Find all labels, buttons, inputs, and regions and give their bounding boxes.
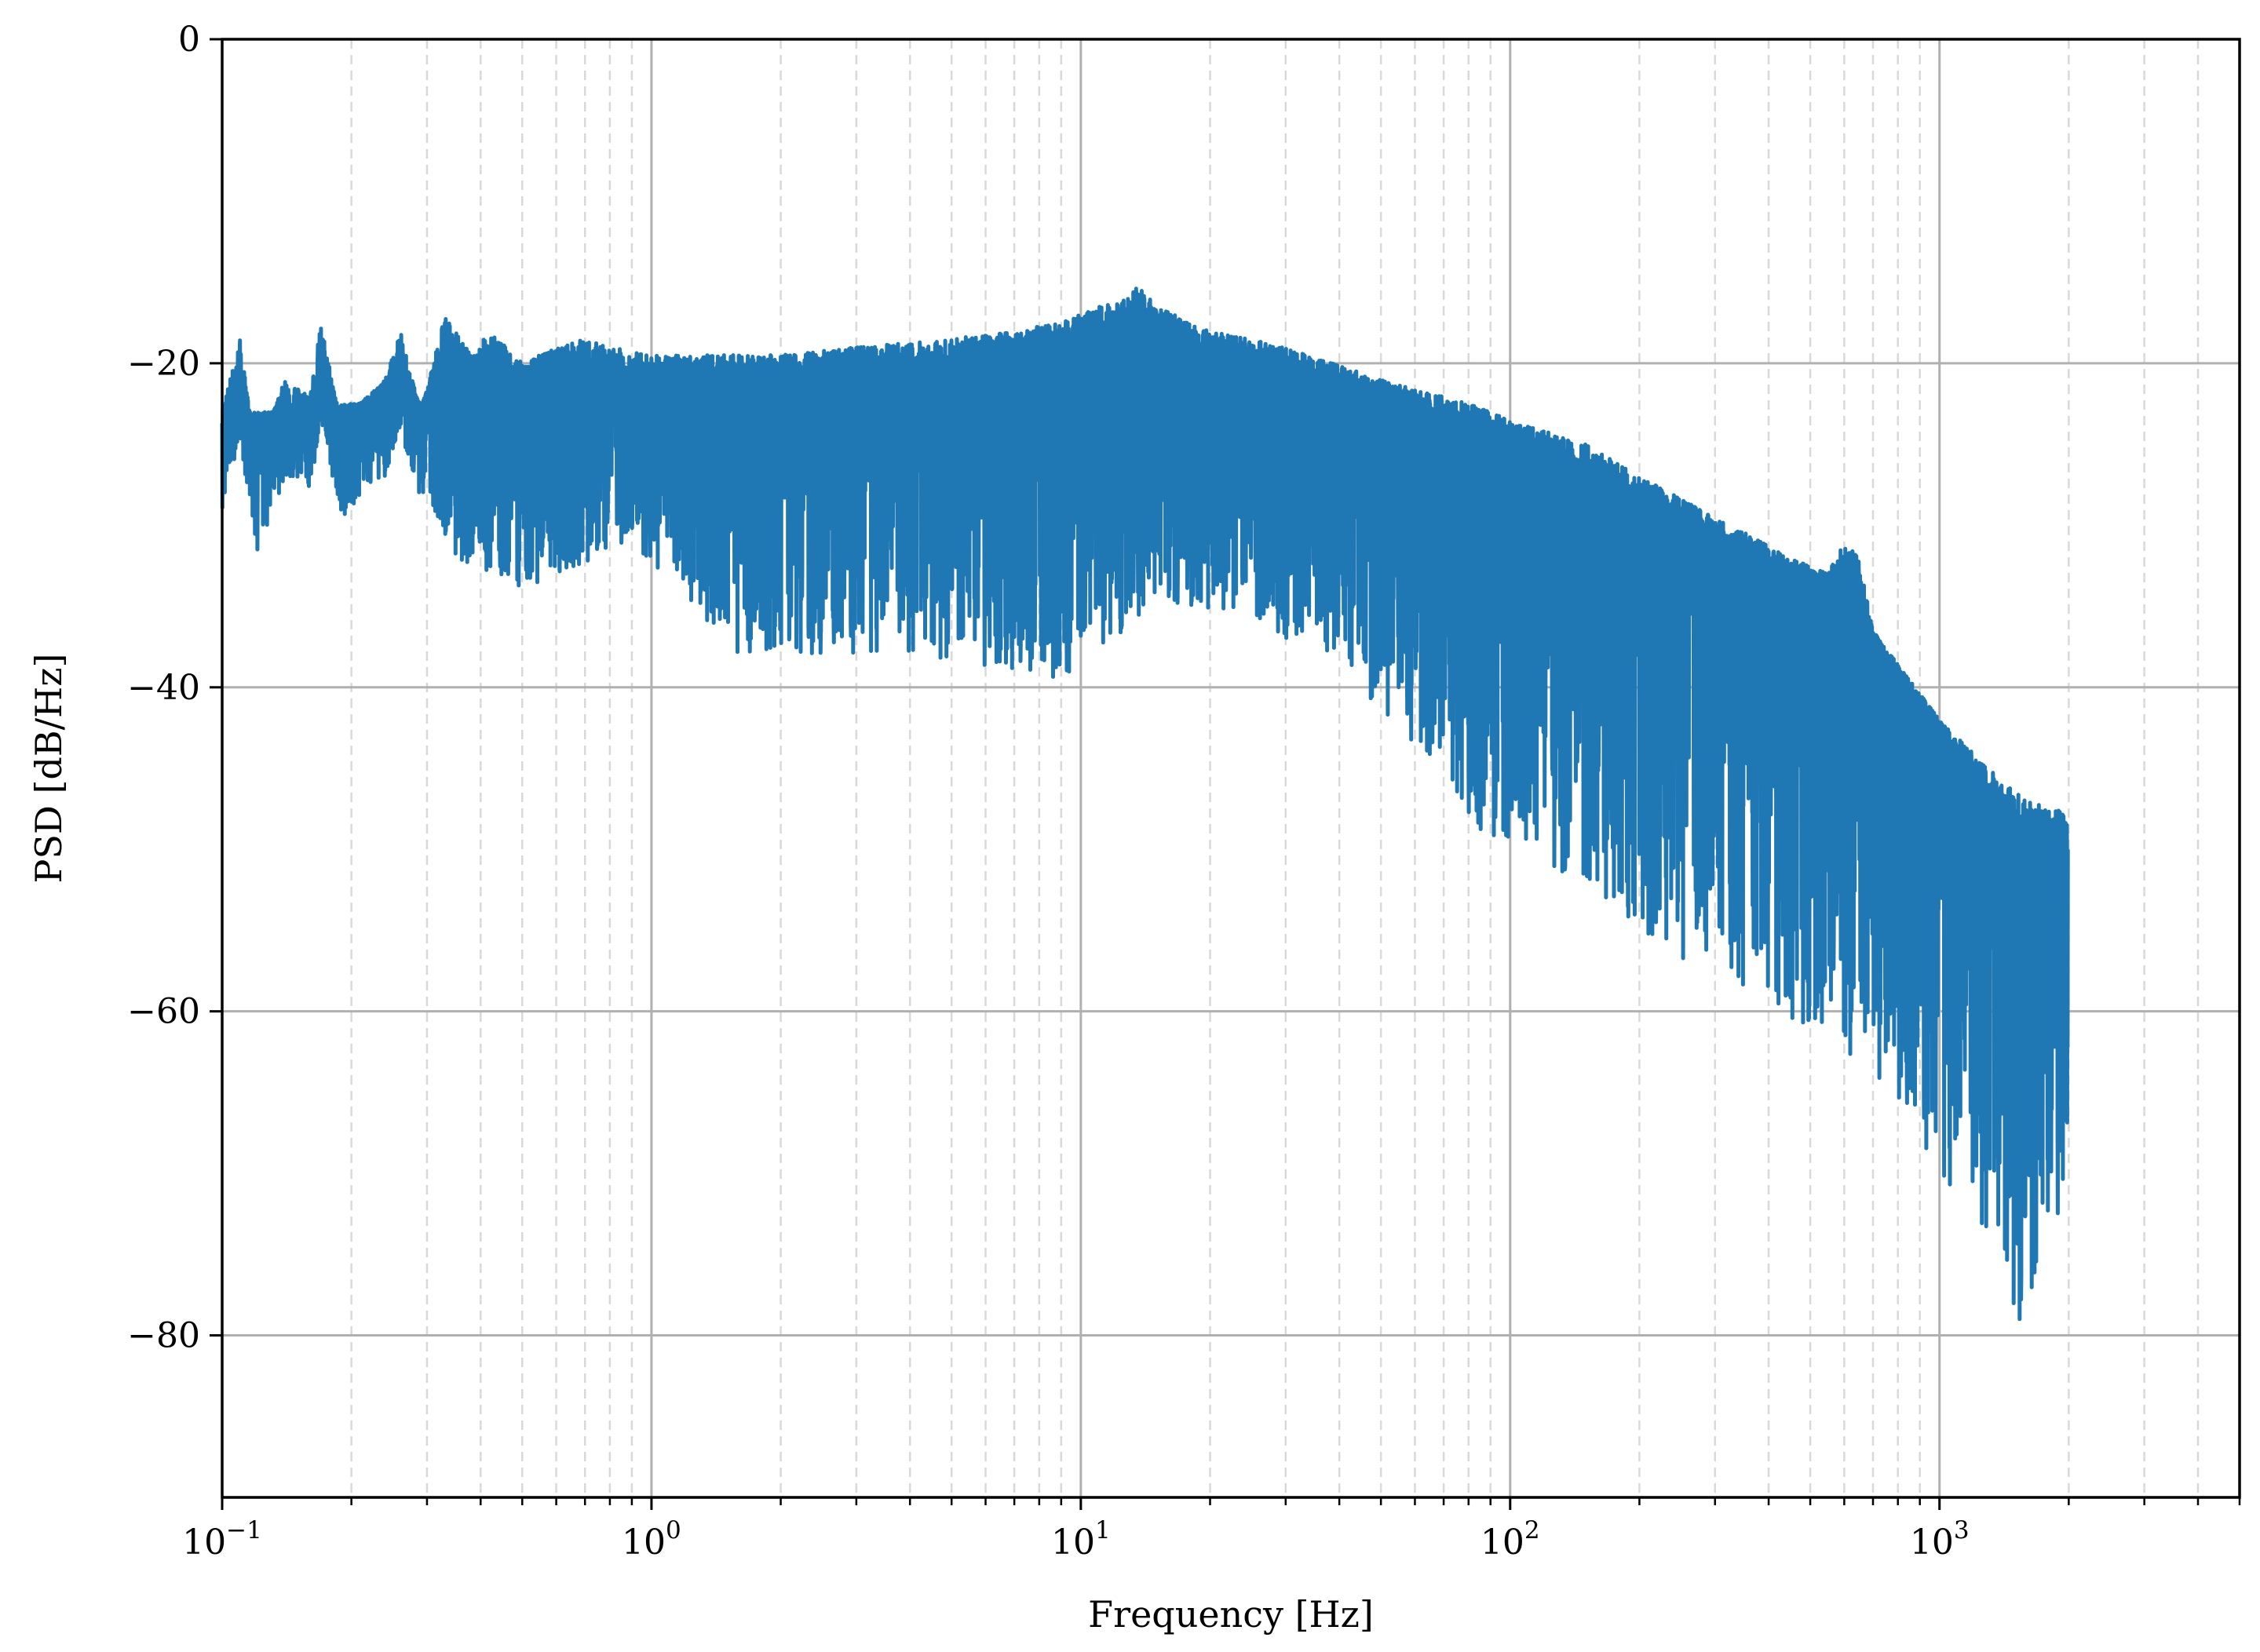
x-tick-base: 10	[622, 1523, 666, 1563]
x-tick-exponent: 3	[1954, 1516, 1970, 1544]
x-tick-exponent: −1	[226, 1516, 262, 1544]
x-tick-base: 10	[1051, 1523, 1095, 1563]
x-tick-base: 10	[182, 1523, 226, 1563]
y-tick-labels: 0 −20 −40 −60 −80	[127, 20, 200, 1356]
psd-line	[220, 286, 2070, 1322]
x-tick-exponent: 2	[1524, 1516, 1540, 1544]
x-tick-base: 10	[1481, 1523, 1524, 1563]
y-tick-label: −40	[127, 668, 200, 708]
x-tick-exponent: 1	[1095, 1516, 1111, 1544]
y-tick-label: −60	[127, 992, 200, 1032]
x-tick-label: 103	[1910, 1516, 1970, 1563]
y-tick-label: −20	[127, 344, 200, 384]
y-tick-label: 0	[178, 20, 200, 60]
y-tick-label: −80	[127, 1316, 200, 1356]
x-tick-label: 101	[1051, 1516, 1111, 1563]
axis-ticks	[210, 38, 2241, 1510]
x-tick-labels: 10−1 100 101 102 103	[182, 1516, 1969, 1563]
x-tick-label: 102	[1481, 1516, 1540, 1563]
psd-series	[220, 286, 2070, 1322]
y-axis-label: PSD [dB/Hz]	[27, 654, 70, 884]
x-tick-base: 10	[1910, 1523, 1954, 1563]
x-tick-label: 100	[622, 1516, 681, 1563]
plot-frame	[221, 38, 2241, 1499]
x-axis-label: Frequency [Hz]	[1088, 1593, 1374, 1636]
x-tick-label: 10−1	[182, 1516, 262, 1563]
x-tick-exponent: 0	[666, 1516, 681, 1544]
